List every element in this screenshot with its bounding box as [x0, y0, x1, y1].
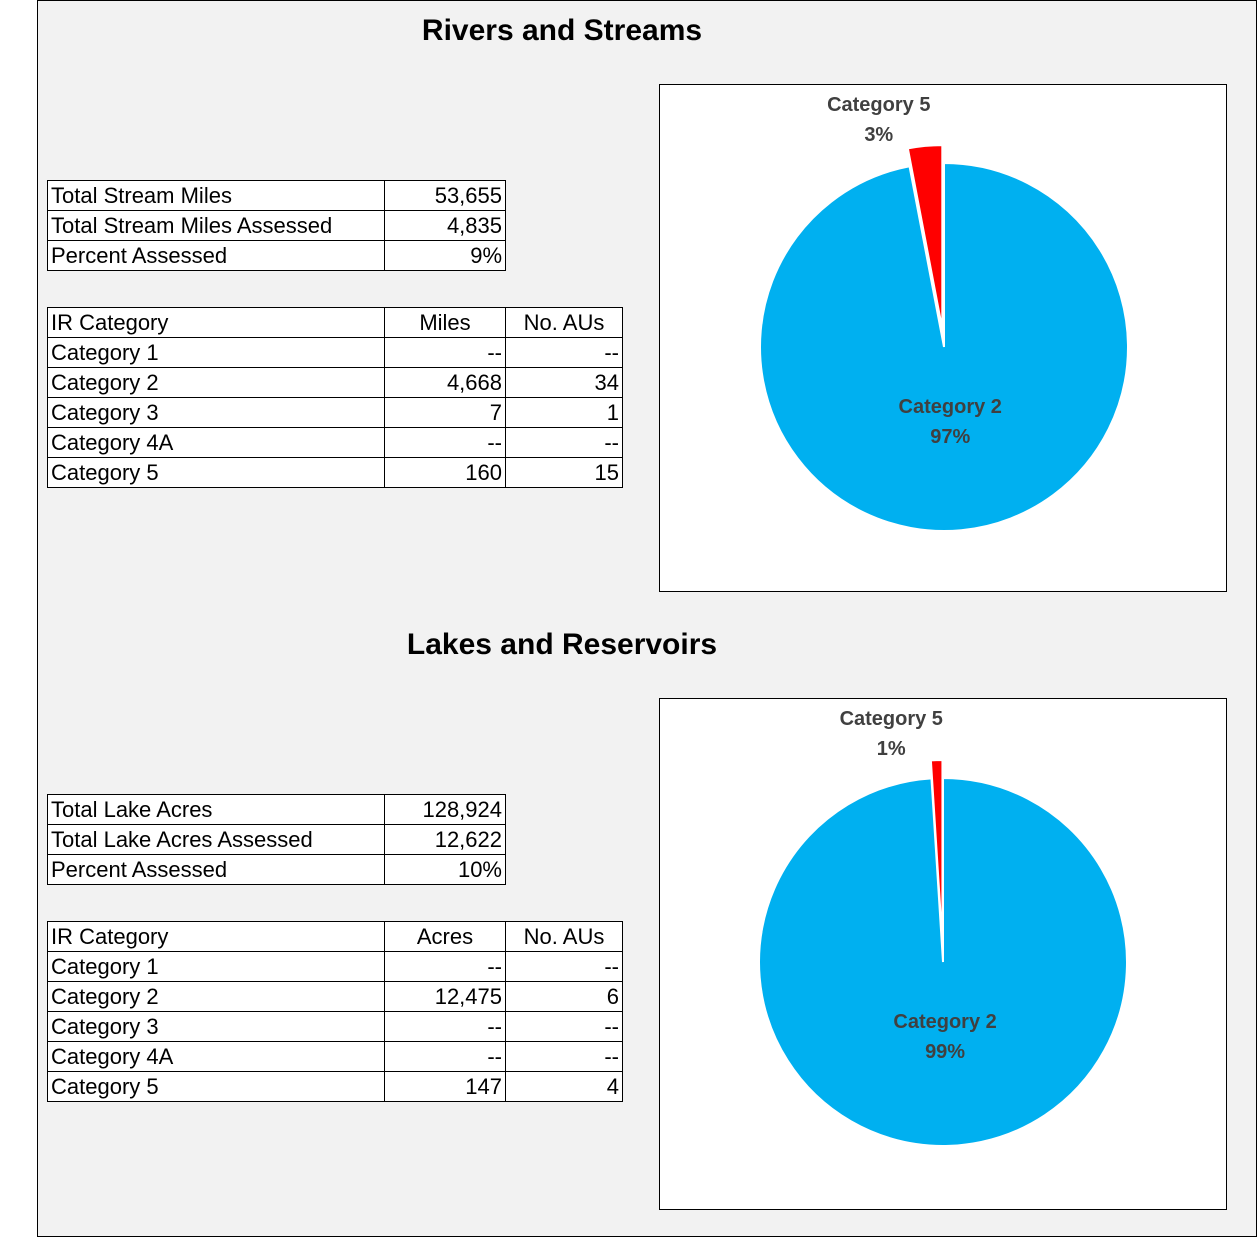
table-cell: 4,668	[384, 367, 506, 398]
slice-value-label: 1%	[877, 738, 906, 760]
table-row: Category 4A -- --	[47, 427, 623, 458]
header-cell: Miles	[384, 307, 506, 338]
table-cell: Category 3	[47, 1011, 385, 1042]
summary-cell: 53,655	[384, 180, 506, 211]
table-row: Category 4A -- --	[47, 1041, 623, 1072]
table-cell: --	[384, 1011, 506, 1042]
summary-cell: 4,835	[384, 210, 506, 241]
summary-row: Total Lake Acres Assessed 12,622	[47, 824, 506, 855]
summary-cell: Total Lake Acres	[47, 794, 385, 825]
table-row: Category 5 147 4	[47, 1071, 623, 1102]
chart-area: Category 2 99% Category 5 1%	[659, 698, 1227, 1210]
table-cell: Category 1	[47, 951, 385, 982]
table-cell: 7	[384, 397, 506, 428]
section-title: Rivers and Streams	[421, 14, 703, 47]
slice-value-label: 97%	[930, 426, 970, 448]
table-cell: --	[505, 1041, 623, 1072]
summary-cell: 10%	[384, 854, 506, 885]
table-cell: 147	[384, 1071, 506, 1102]
table-cell: --	[384, 951, 506, 982]
pie-slice	[906, 144, 944, 330]
category-table: IR Category Miles No. AUs Category 1 -- -- Cat…	[47, 307, 623, 488]
table-cell: Category 2	[47, 367, 385, 398]
header-row: IR Category Acres No. AUs	[47, 921, 623, 952]
summary-cell: Percent Assessed	[47, 240, 385, 271]
table-row: Category 3 -- --	[47, 1011, 623, 1042]
slice-value-label: 99%	[925, 1041, 965, 1063]
table-cell: --	[505, 337, 623, 368]
summary-cell: Total Lake Acres Assessed	[47, 824, 385, 855]
table-cell: Category 3	[47, 397, 385, 428]
summary-cell: Percent Assessed	[47, 854, 385, 885]
header-cell: No. AUs	[505, 921, 623, 952]
pie-slice	[758, 776, 1128, 1147]
header-cell: IR Category	[47, 921, 385, 952]
slice-label: Category 5	[840, 708, 943, 730]
chart-area: Category 2 97% Category 5 3%	[659, 84, 1227, 592]
header-row: IR Category Miles No. AUs	[47, 307, 623, 338]
table-row: Category 2 4,668 34	[47, 367, 623, 398]
table-cell: 34	[505, 367, 623, 398]
summary-row: Total Stream Miles 53,655	[47, 180, 506, 211]
summary-row: Percent Assessed 10%	[47, 854, 506, 885]
slice-label: Category 2	[893, 1011, 996, 1033]
table-cell: Category 1	[47, 337, 385, 368]
section-title: Lakes and Reservoirs	[406, 628, 718, 661]
pie-chart: Category 2 97% Category 5 3%	[759, 94, 1129, 532]
table-cell: --	[384, 1041, 506, 1072]
table-row: Category 2 12,475 6	[47, 981, 623, 1012]
table-cell: --	[384, 337, 506, 368]
table-cell: 160	[384, 457, 506, 488]
table-cell: --	[505, 427, 623, 458]
summary-row: Total Lake Acres 128,924	[47, 794, 506, 825]
category-table: IR Category Acres No. AUs Category 1 -- -- Cat…	[47, 921, 623, 1102]
table-cell: Category 5	[47, 1071, 385, 1102]
summary-row: Total Stream Miles Assessed 4,835	[47, 210, 506, 241]
table-cell: Category 2	[47, 981, 385, 1012]
header-cell: No. AUs	[505, 307, 623, 338]
table-row: Category 1 -- --	[47, 337, 623, 368]
table-row: Category 5 160 15	[47, 457, 623, 488]
table-cell: 4	[505, 1071, 623, 1102]
header-cell: IR Category	[47, 307, 385, 338]
slice-value-label: 3%	[864, 124, 893, 146]
pie-chart: Category 2 99% Category 5 1%	[758, 708, 1128, 1147]
summary-table: Total Lake Acres 128,924 Total Lake Acres …	[47, 794, 506, 885]
summary-cell: Total Stream Miles Assessed	[47, 210, 385, 241]
table-cell: --	[505, 1011, 623, 1042]
summary-cell: 128,924	[384, 794, 506, 825]
table-cell: 1	[505, 397, 623, 428]
summary-cell: 9%	[384, 240, 506, 271]
header-cell: Acres	[384, 921, 506, 952]
table-cell: --	[505, 951, 623, 982]
table-cell: 15	[505, 457, 623, 488]
summary-table: Total Stream Miles 53,655 Total Stream Mil…	[47, 180, 506, 271]
table-cell: Category 4A	[47, 1041, 385, 1072]
table-cell: 12,475	[384, 981, 506, 1012]
table-cell: Category 4A	[47, 427, 385, 458]
summary-row: Percent Assessed 9%	[47, 240, 506, 271]
summary-cell: 12,622	[384, 824, 506, 855]
slice-label: Category 5	[827, 94, 930, 116]
slice-label: Category 2	[899, 396, 1002, 418]
table-cell: 6	[505, 981, 623, 1012]
summary-cell: Total Stream Miles	[47, 180, 385, 211]
pie-slice	[759, 161, 1129, 532]
table-cell: --	[384, 427, 506, 458]
pie-slice	[929, 759, 944, 945]
table-row: Category 1 -- --	[47, 951, 623, 982]
table-cell: Category 5	[47, 457, 385, 488]
